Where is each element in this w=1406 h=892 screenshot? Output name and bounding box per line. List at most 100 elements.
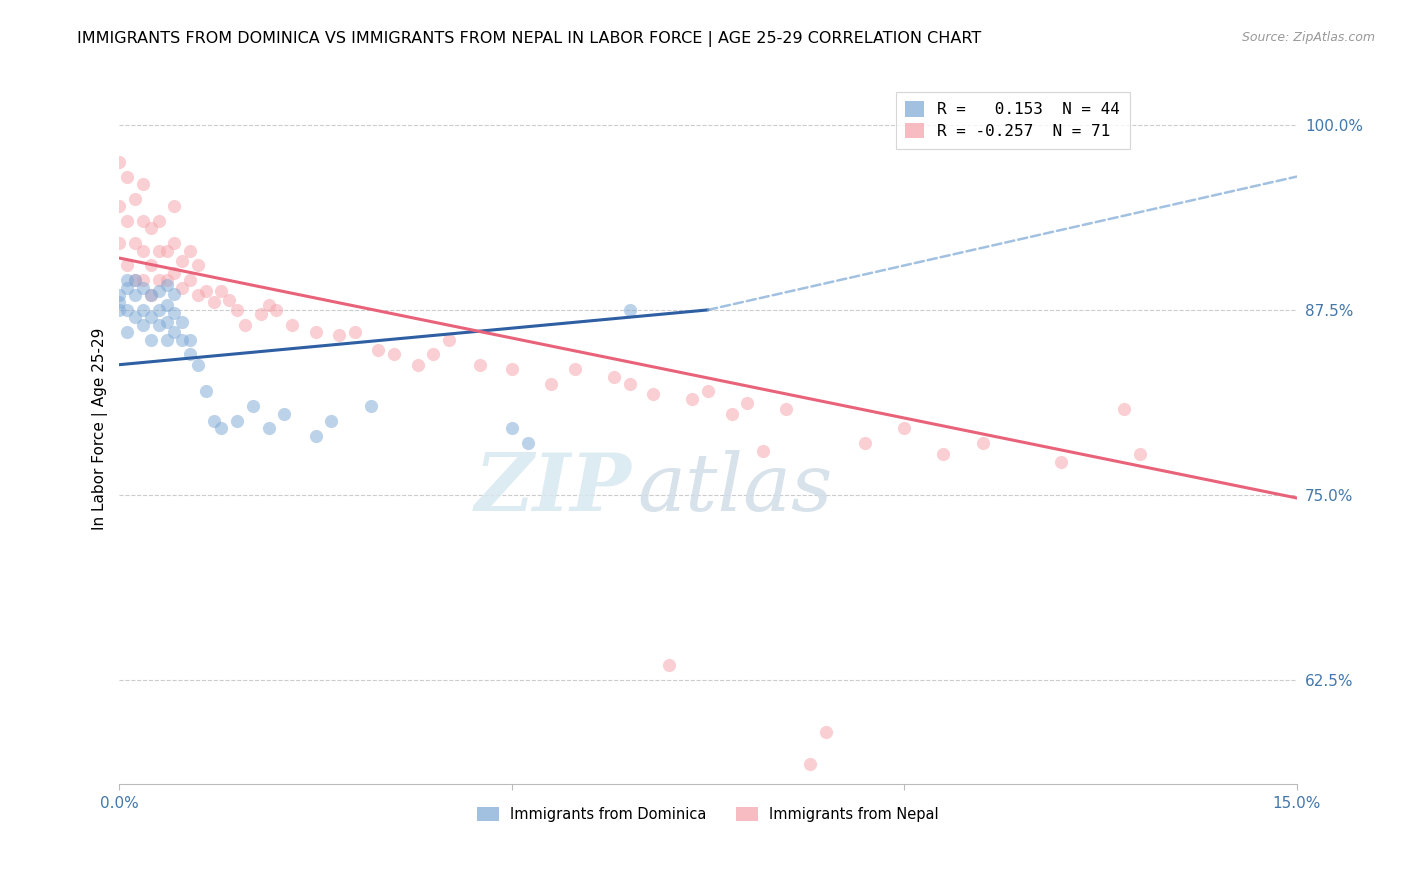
Text: atlas: atlas bbox=[637, 450, 832, 527]
Point bbox=[108, 302, 131, 317]
Point bbox=[328, 328, 350, 343]
Point bbox=[124, 192, 146, 206]
Point bbox=[720, 407, 742, 421]
Point bbox=[163, 266, 186, 280]
Point bbox=[172, 254, 194, 268]
Point bbox=[321, 414, 343, 428]
Point bbox=[132, 273, 155, 287]
Point bbox=[187, 288, 209, 302]
Point bbox=[799, 757, 821, 772]
Point bbox=[124, 273, 146, 287]
Point bbox=[108, 295, 131, 310]
Point bbox=[1050, 455, 1073, 469]
Point bbox=[658, 658, 681, 673]
Point bbox=[155, 273, 177, 287]
Point bbox=[304, 429, 326, 443]
Point bbox=[148, 273, 170, 287]
Point bbox=[155, 244, 177, 258]
Point bbox=[117, 214, 139, 228]
Point bbox=[155, 298, 177, 312]
Point bbox=[117, 169, 139, 184]
Point bbox=[187, 358, 209, 372]
Legend: Immigrants from Dominica, Immigrants from Nepal: Immigrants from Dominica, Immigrants fro… bbox=[470, 800, 946, 830]
Point bbox=[202, 295, 225, 310]
Point bbox=[163, 325, 186, 339]
Point bbox=[139, 288, 162, 302]
Point bbox=[148, 318, 170, 332]
Point bbox=[603, 369, 626, 384]
Point bbox=[132, 302, 155, 317]
Point bbox=[132, 177, 155, 191]
Point bbox=[382, 347, 405, 361]
Point bbox=[148, 214, 170, 228]
Point bbox=[155, 315, 177, 329]
Point bbox=[226, 302, 249, 317]
Point bbox=[179, 244, 201, 258]
Point bbox=[139, 310, 162, 325]
Point bbox=[242, 399, 264, 413]
Point bbox=[257, 421, 280, 435]
Point bbox=[304, 325, 326, 339]
Point bbox=[172, 281, 194, 295]
Point bbox=[139, 259, 162, 273]
Point bbox=[148, 302, 170, 317]
Point bbox=[155, 277, 177, 292]
Point bbox=[619, 376, 641, 391]
Point bbox=[249, 307, 271, 321]
Point bbox=[155, 333, 177, 347]
Point bbox=[124, 288, 146, 302]
Point bbox=[422, 347, 444, 361]
Point bbox=[367, 343, 389, 357]
Point bbox=[564, 362, 586, 376]
Point bbox=[470, 358, 492, 372]
Point bbox=[117, 281, 139, 295]
Point bbox=[163, 306, 186, 320]
Point bbox=[139, 221, 162, 235]
Point bbox=[194, 384, 217, 399]
Point bbox=[172, 333, 194, 347]
Point bbox=[814, 725, 837, 739]
Point bbox=[179, 347, 201, 361]
Point bbox=[187, 259, 209, 273]
Point bbox=[619, 302, 641, 317]
Point bbox=[281, 318, 304, 332]
Point bbox=[132, 244, 155, 258]
Point bbox=[124, 273, 146, 287]
Point bbox=[117, 325, 139, 339]
Point bbox=[148, 284, 170, 298]
Point bbox=[972, 436, 994, 450]
Point bbox=[139, 333, 162, 347]
Point bbox=[233, 318, 256, 332]
Point bbox=[117, 302, 139, 317]
Point bbox=[437, 333, 460, 347]
Point bbox=[775, 402, 797, 417]
Point bbox=[226, 414, 249, 428]
Point bbox=[132, 214, 155, 228]
Point bbox=[163, 236, 186, 251]
Y-axis label: In Labor Force | Age 25-29: In Labor Force | Age 25-29 bbox=[93, 327, 108, 530]
Point bbox=[501, 421, 523, 435]
Point bbox=[194, 284, 217, 298]
Point bbox=[257, 298, 280, 312]
Point bbox=[501, 362, 523, 376]
Point bbox=[406, 358, 429, 372]
Point bbox=[108, 288, 131, 302]
Point bbox=[108, 199, 131, 213]
Point bbox=[853, 436, 876, 450]
Point bbox=[179, 333, 201, 347]
Point bbox=[697, 384, 720, 399]
Point bbox=[211, 284, 233, 298]
Point bbox=[1129, 446, 1152, 460]
Point bbox=[117, 259, 139, 273]
Point bbox=[124, 236, 146, 251]
Text: IMMIGRANTS FROM DOMINICA VS IMMIGRANTS FROM NEPAL IN LABOR FORCE | AGE 25-29 COR: IMMIGRANTS FROM DOMINICA VS IMMIGRANTS F… bbox=[77, 31, 981, 47]
Point bbox=[132, 281, 155, 295]
Point bbox=[1112, 402, 1135, 417]
Point bbox=[273, 407, 295, 421]
Point bbox=[132, 318, 155, 332]
Point bbox=[893, 421, 915, 435]
Point bbox=[218, 293, 240, 307]
Point bbox=[681, 392, 703, 406]
Point bbox=[108, 236, 131, 251]
Point bbox=[108, 154, 131, 169]
